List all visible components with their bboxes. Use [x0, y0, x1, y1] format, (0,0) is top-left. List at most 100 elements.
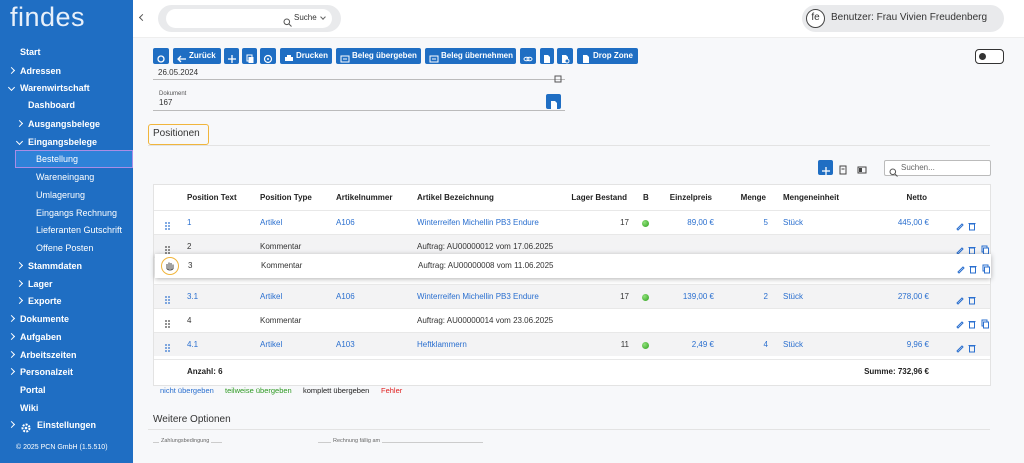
delete-icon[interactable]: [967, 340, 977, 353]
toolbar-button[interactable]: Beleg übernehmen: [425, 48, 516, 64]
edit-icon[interactable]: [955, 340, 965, 353]
drag-handle[interactable]: [164, 316, 173, 328]
position-text: 4: [187, 316, 192, 325]
nav-item[interactable]: Eingangsbelege: [28, 137, 98, 147]
edit-icon-svg: [956, 321, 964, 329]
copy-icon-svg: [982, 264, 990, 274]
field-value: 167: [159, 98, 173, 107]
button-icon-svg: [285, 55, 293, 61]
search-icon-svg: [283, 18, 292, 27]
nav-item[interactable]: Start: [20, 47, 41, 57]
list-icon-svg: [839, 165, 847, 175]
columns-icon[interactable]: [857, 162, 867, 174]
list-icon[interactable]: [838, 162, 848, 175]
delete-icon[interactable]: [967, 292, 977, 305]
mengeneinheit: Stück: [783, 292, 804, 301]
einzelpreis: 2,49 €: [691, 340, 714, 349]
edit-icon[interactable]: [956, 261, 966, 274]
column-header: Netto: [906, 193, 927, 202]
button-icon: [284, 51, 294, 61]
nav-item[interactable]: Arbeitszeiten: [20, 350, 77, 360]
button-label: Zurück: [189, 51, 216, 60]
copy-icon[interactable]: [980, 242, 990, 255]
search-input[interactable]: Suche: [166, 9, 332, 28]
nav-item[interactable]: Portal: [20, 385, 46, 395]
nav-item[interactable]: Bestellung: [36, 154, 79, 164]
toolbar-button[interactable]: [520, 48, 536, 64]
search-pill: Suche: [158, 5, 341, 32]
button-icon-svg: [429, 55, 439, 63]
delete-icon[interactable]: [967, 218, 977, 231]
toolbar-button[interactable]: [224, 48, 239, 64]
toolbar-button[interactable]: Beleg übergeben: [336, 48, 421, 64]
drag-handle[interactable]: [164, 218, 173, 230]
nav-item[interactable]: Wiki: [20, 403, 39, 413]
delete-icon[interactable]: [967, 242, 977, 255]
nav-chevron: [15, 119, 24, 128]
nav-item[interactable]: Ausgangsbelege: [28, 119, 101, 129]
drag-handle-active[interactable]: [161, 257, 179, 275]
edit-icon[interactable]: [955, 242, 965, 255]
legend-item: Fehler: [381, 386, 403, 395]
toolbar-button[interactable]: Zurück: [173, 48, 221, 64]
field-button[interactable]: [546, 94, 561, 109]
date-value: 26.05.2024: [158, 68, 199, 77]
delete-icon-svg: [968, 297, 976, 305]
delete-icon[interactable]: [967, 316, 977, 329]
field-label: Zahlungsbedingung: [159, 435, 212, 447]
user-pill[interactable]: fe Benutzer: Frau Vivien Freudenberg: [802, 5, 1004, 32]
nav-item[interactable]: Exporte: [28, 296, 62, 306]
add-button[interactable]: [818, 160, 833, 175]
drag-handle[interactable]: [164, 292, 173, 304]
nav-item[interactable]: Wareneingang: [36, 172, 95, 182]
nav-item[interactable]: Lager: [28, 279, 53, 289]
field-label: Rechnung fällig am: [331, 435, 383, 447]
button-icon-svg: [523, 56, 533, 62]
drag-handle[interactable]: [164, 242, 173, 254]
table-row[interactable]: 1 Artikel A106 Winterreifen Michellin PB3 E…: [154, 210, 990, 234]
edit-icon[interactable]: [955, 292, 965, 305]
toolbar-button[interactable]: Drucken: [280, 48, 332, 64]
nav-item[interactable]: Umlagerung: [36, 190, 86, 200]
toolbar-button[interactable]: [557, 48, 573, 64]
copy-icon[interactable]: [981, 261, 991, 274]
toolbar-button[interactable]: [153, 48, 169, 64]
toolbar-button[interactable]: [260, 48, 276, 64]
button-icon: [227, 51, 237, 63]
position-type: Kommentar: [260, 242, 302, 251]
table-row-dragged[interactable]: 3 Kommentar Auftrag: AU00000008 vom 11.06.…: [155, 254, 991, 278]
nav-item[interactable]: Stammdaten: [28, 261, 83, 271]
toggle[interactable]: [975, 49, 1004, 64]
column-header: Mengeneinheit: [783, 193, 840, 202]
nav-item[interactable]: Personalzeit: [20, 367, 74, 377]
nav-item[interactable]: Einstellungen: [37, 420, 97, 430]
edit-icon[interactable]: [955, 316, 965, 329]
nav-item[interactable]: Aufgaben: [20, 332, 62, 342]
nav-item[interactable]: Warenwirtschaft: [20, 83, 90, 93]
position-type: Artikel: [260, 292, 283, 301]
nav-item[interactable]: Adressen: [20, 66, 62, 76]
delete-icon[interactable]: [968, 261, 978, 274]
nav-item[interactable]: Dokumente: [20, 314, 70, 324]
button-icon-svg: [177, 55, 186, 63]
status-dot: [642, 342, 649, 349]
button-label: Drop Zone: [593, 51, 633, 60]
logo: findes: [10, 2, 86, 32]
toolbar-button[interactable]: [540, 48, 554, 64]
nav-item[interactable]: Lieferanten Gutschrift: [36, 225, 123, 235]
copy-icon[interactable]: [980, 316, 990, 329]
table-row[interactable]: 3.1 Artikel A106 Winterreifen Michellin PB3…: [154, 284, 990, 308]
row-sum: Summe: 732,96 €: [864, 367, 929, 376]
toolbar-button[interactable]: Drop Zone: [577, 48, 638, 64]
edit-icon-svg: [956, 297, 964, 305]
nav-item[interactable]: Eingangs Rechnung: [36, 208, 118, 218]
nav-item[interactable]: Offene Posten: [36, 243, 94, 253]
toolbar-button[interactable]: [242, 48, 257, 64]
nav-item[interactable]: Dashboard: [28, 100, 76, 110]
table-search[interactable]: Suchen...: [884, 160, 991, 177]
drag-handle[interactable]: [164, 340, 173, 352]
table-row[interactable]: 4 Kommentar Auftrag: AU00000014 vom 23.06.…: [154, 308, 990, 332]
table-row[interactable]: 4.1 Artikel A103 Heftklammern 11 2,49 € 4 Stück…: [154, 332, 990, 356]
edit-icon[interactable]: [955, 218, 965, 231]
